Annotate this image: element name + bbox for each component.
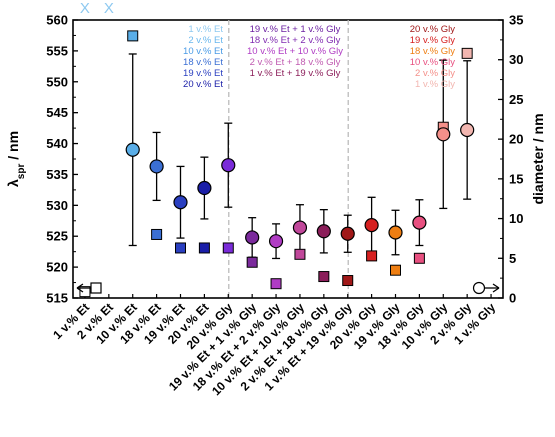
left-tick-label: 545	[46, 105, 68, 120]
diameter-point	[461, 47, 473, 59]
lambda-point	[316, 224, 331, 239]
legend-entry: 2 v.% Et	[188, 35, 223, 46]
diameter-point	[390, 264, 401, 276]
diameter-point	[246, 256, 258, 268]
left-tick-label: 560	[46, 13, 68, 28]
left-tick-label: 520	[46, 260, 68, 275]
left-axis-title-sub: spr	[16, 164, 27, 180]
lambda-point	[197, 180, 212, 196]
left-tick-label: 530	[46, 198, 68, 213]
left-indicator-square	[90, 282, 102, 294]
right-tick-label: 15	[509, 171, 523, 186]
legend-entry: 1 v.% Gly	[415, 79, 455, 90]
lambda-point	[436, 127, 451, 142]
lambda-series	[125, 122, 475, 249]
left-tick-label: 525	[46, 229, 68, 244]
legend-entry: 2 v.% Et + 18 v.% Gly	[250, 57, 341, 68]
right-tick-label: 0	[509, 291, 516, 306]
legend-entry: 10 v.% Et	[183, 46, 223, 57]
diameter-point	[342, 275, 354, 287]
axis-titles: λspr / nm diameter / nm	[5, 113, 546, 204]
legend-entry: 19 v.% Et + 1 v.% Gly	[250, 24, 341, 35]
right-tick-label: 35	[509, 13, 523, 28]
diameter-point	[413, 252, 425, 264]
left-tick-label: 535	[46, 167, 68, 182]
diameter-point	[366, 250, 378, 262]
left-axis-title: λspr / nm	[5, 131, 27, 187]
diameter-point	[127, 30, 139, 42]
diameter-point	[198, 242, 210, 254]
legend-entry: 10 v.% Et + 10 v.% Gly	[247, 46, 343, 57]
legend-entry: 18 v.% Et	[183, 57, 223, 68]
right-indicator-circle	[472, 281, 486, 295]
right-axis: 0 5 10 15 20 25 30 35	[498, 13, 523, 306]
lambda-point	[268, 234, 284, 249]
legend-entry: 19 v.% Et	[183, 68, 223, 79]
left-indicator-arrow	[76, 283, 84, 293]
lambda-point	[245, 230, 260, 245]
diameter-point	[270, 278, 282, 290]
left-tick-label: 515	[46, 291, 68, 306]
diameter-point	[151, 228, 163, 240]
lambda-point	[221, 158, 236, 173]
diameter-point	[222, 242, 234, 254]
lambda-point	[149, 159, 164, 174]
right-tick-label: 10	[509, 211, 523, 226]
right-axis-title: diameter / nm	[530, 113, 546, 204]
right-indicator-arrow	[492, 283, 500, 293]
left-tick-label: 555	[46, 43, 68, 58]
diameter-point	[79, 286, 91, 298]
lambda-point	[340, 226, 355, 241]
legend-entry: 19 v.% Gly	[410, 35, 455, 46]
lambda-point	[292, 220, 308, 235]
left-axis-title-unit: / nm	[5, 131, 21, 164]
legend-entry: 20 v.% Et	[183, 79, 223, 90]
diameter-point	[318, 271, 330, 283]
lambda-point	[364, 218, 379, 233]
diameter-series	[79, 30, 473, 298]
missing-marker: X	[104, 0, 114, 17]
right-tick-label: 25	[509, 92, 523, 107]
left-tick-label: 550	[46, 74, 68, 89]
left-axis-title-main: λ	[5, 179, 21, 187]
lambda-point	[173, 195, 188, 210]
lambda-point	[412, 215, 427, 230]
lambda-point	[460, 122, 475, 138]
missing-marker: X	[80, 0, 90, 17]
lambda-point	[125, 142, 140, 157]
legend-entry: 18 v.% Et + 2 v.% Gly	[250, 35, 341, 46]
axis-indicators	[76, 281, 500, 295]
legend-entry: 1 v.% Et + 19 v.% Gly	[250, 68, 341, 79]
legend-entry: 18 v.% Gly	[410, 46, 455, 57]
right-tick-label: 30	[509, 52, 523, 67]
right-tick-label: 5	[509, 251, 516, 266]
left-tick-label: 540	[46, 136, 68, 151]
right-tick-label: 20	[509, 132, 523, 147]
diameter-point	[294, 248, 306, 260]
legend-entry: 20 v.% Gly	[410, 24, 455, 35]
diameter-point	[175, 242, 186, 254]
legend-entry: 1 v.% Et	[188, 24, 223, 35]
lambda-point	[388, 225, 403, 240]
left-axis: 515 520 525 530 535 540 545 550 555 560	[46, 13, 78, 306]
legend-entry: 2 v.% Gly	[415, 68, 455, 79]
legend-entry: 10 v.% Gly	[410, 57, 455, 68]
